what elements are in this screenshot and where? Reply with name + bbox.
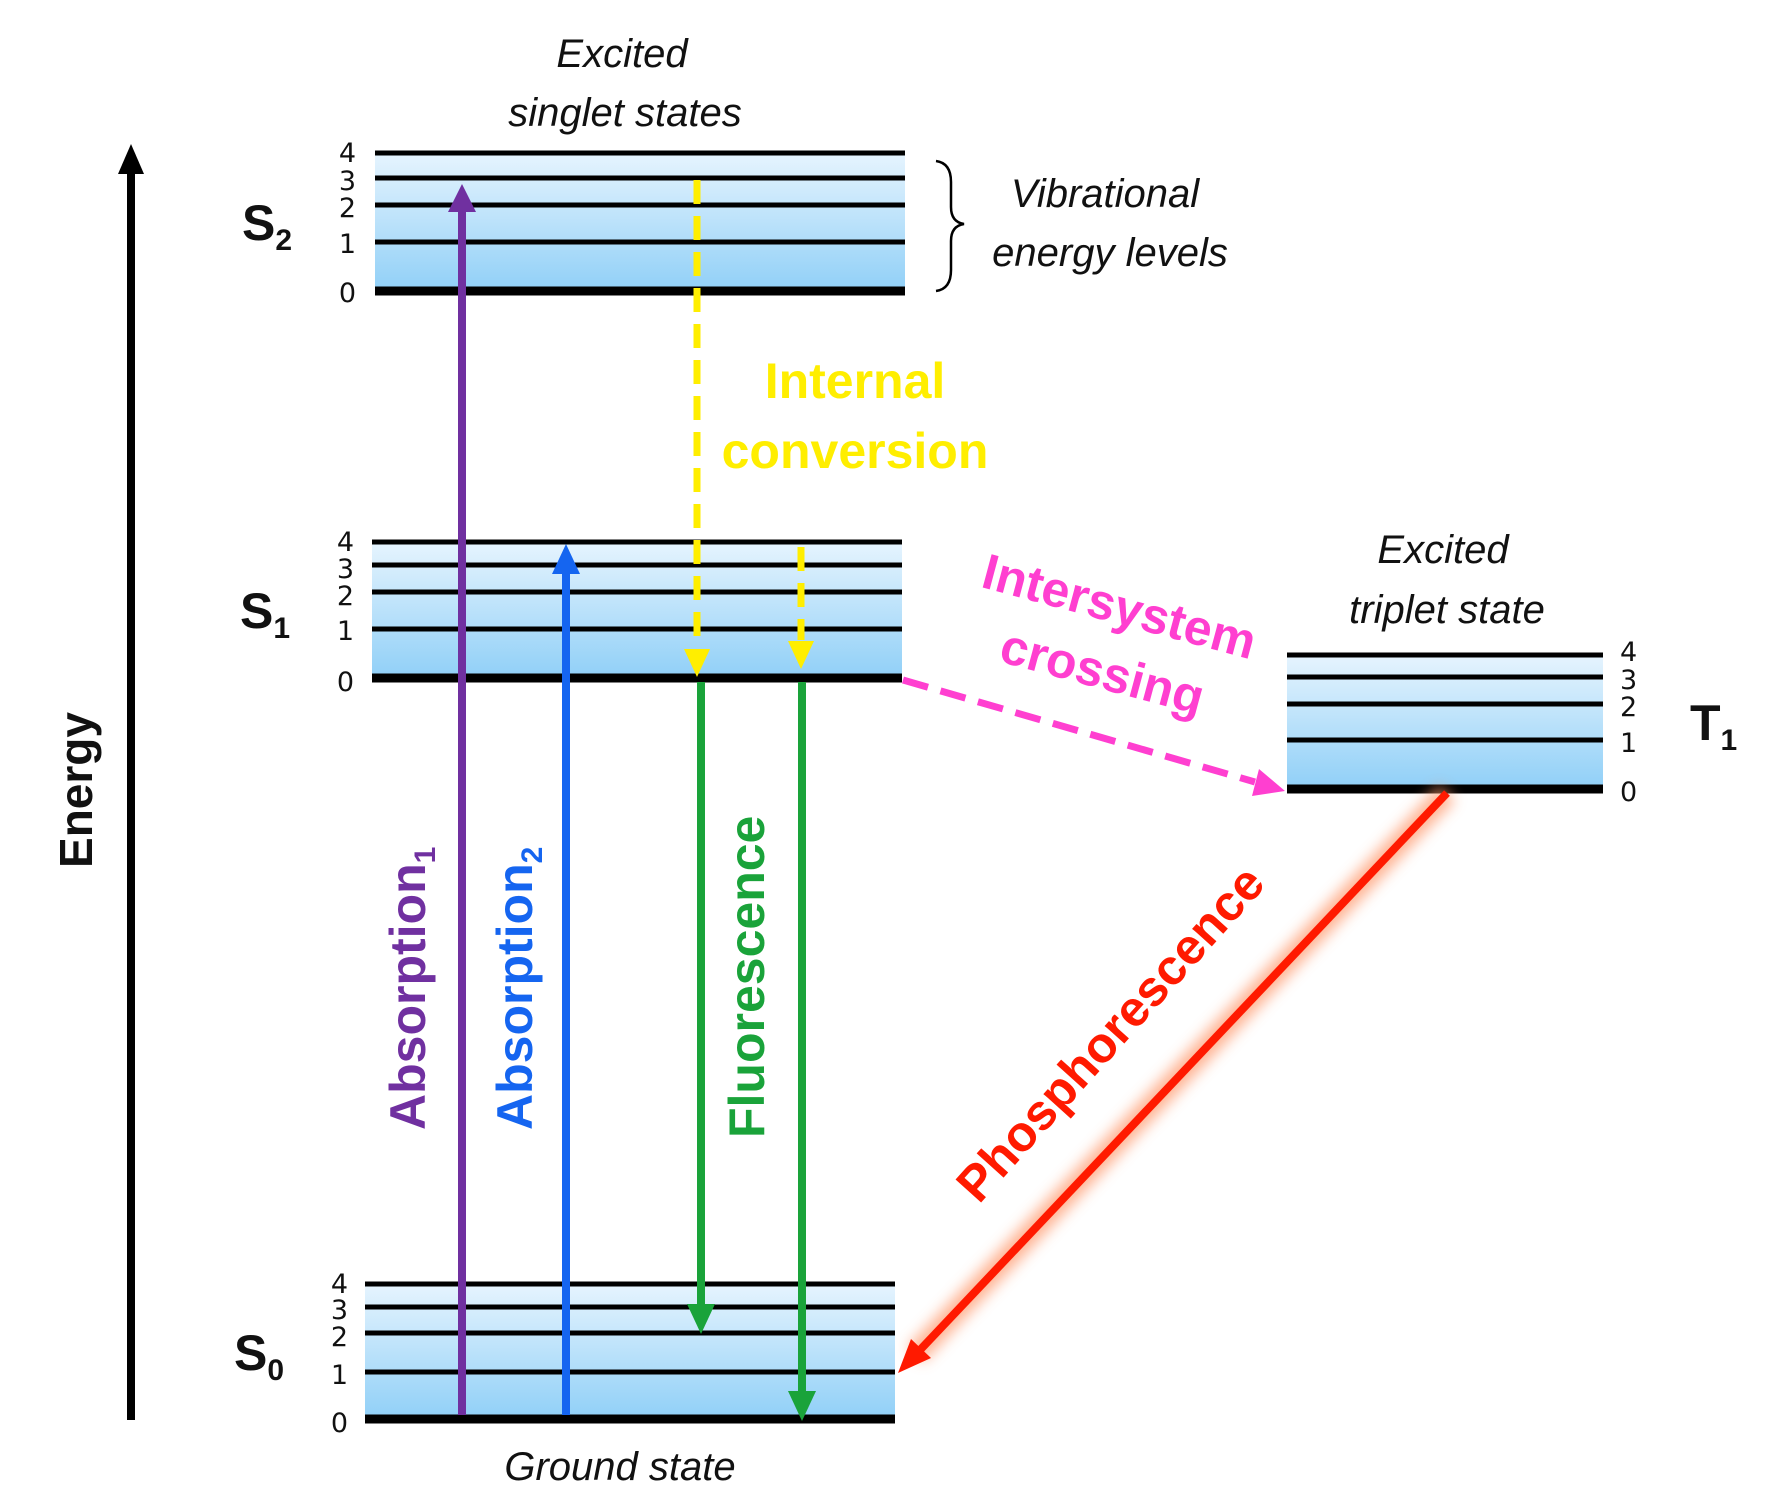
t1-level-number-4: 4 (1620, 637, 1637, 668)
absorption2-label: Absorption2 (487, 847, 549, 1130)
fluorescence-transitions: Fluorescence (687, 682, 816, 1421)
vibrational-label-line1: Vibrational (1011, 172, 1200, 216)
t1-subscript: 1 (1721, 724, 1738, 757)
energy-axis-label: Energy (50, 712, 102, 868)
s0-level-number-4: 4 (331, 1269, 348, 1300)
energy-axis: Energy (50, 144, 144, 1420)
s0-state-label: S0 (234, 1325, 284, 1387)
s0-subscript: 0 (267, 1354, 284, 1387)
s0-level-number-0: 0 (331, 1408, 348, 1439)
s1-level-number-0: 0 (337, 667, 354, 698)
absorption2-subscript: 2 (516, 847, 549, 864)
phosphorescence-transition: Phosphorescence (898, 785, 1455, 1373)
internal-conversion2-arrowhead (788, 641, 814, 669)
s2-caption-line2: singlet states (508, 91, 741, 135)
intersystem-crossing-arrowhead (1252, 769, 1285, 796)
s0-level-number-3: 3 (331, 1295, 348, 1326)
s2-subscript: 2 (275, 224, 292, 257)
t1-level-number-3: 3 (1620, 665, 1637, 696)
intersystem-crossing-line (902, 676, 1256, 786)
s1-level-number-4: 4 (337, 527, 354, 558)
s0-symbol: S (234, 1325, 267, 1381)
s0-caption: Ground state (504, 1445, 735, 1489)
s0-level-number-2: 2 (331, 1322, 348, 1353)
s1-level-number-2: 2 (337, 581, 354, 612)
s1-symbol: S (240, 583, 273, 639)
fluorescence-label: Fluorescence (719, 816, 775, 1138)
fluorescence2-arrowhead (788, 1391, 816, 1421)
s2-symbol: S (242, 195, 275, 251)
s2-band: 4 3 2 1 0 S2 (242, 138, 905, 309)
t1-level-number-2: 2 (1620, 692, 1637, 723)
absorption1-arrowhead (448, 184, 476, 212)
t1-symbol: T (1690, 695, 1721, 751)
energy-axis-arrowhead (118, 144, 144, 174)
vibrational-brace (935, 159, 965, 293)
t1-caption-line2: triplet state (1349, 588, 1545, 632)
s2-state-label: S2 (242, 195, 292, 257)
s1-state-label: S1 (240, 583, 290, 645)
vibrational-label-line2: energy levels (992, 231, 1228, 275)
s2-caption-line1: Excited (556, 32, 689, 76)
s1-level-number-1: 1 (337, 616, 354, 647)
vibrational-levels-annotation: Vibrational energy levels (935, 159, 1228, 293)
absorption1-text: Absorption (380, 863, 436, 1130)
intersystem-crossing-transition: Intersystem crossing (902, 543, 1285, 796)
s1-level-number-3: 3 (337, 554, 354, 585)
s2-level-number-2: 2 (339, 193, 356, 224)
t1-level-number-0: 0 (1620, 777, 1637, 808)
internal-conversion1-arrowhead (684, 649, 710, 677)
t1-level-number-1: 1 (1620, 728, 1637, 759)
t1-state-label: T1 (1690, 695, 1737, 757)
phosphorescence-arrowhead (898, 1339, 931, 1373)
s2-level-number-4: 4 (339, 138, 356, 169)
phosphorescence-arrow-line (917, 790, 1450, 1353)
internal-conversion-label-line2: conversion (722, 423, 989, 479)
absorption2-transition: Absorption2 (487, 544, 580, 1415)
absorption2-arrowhead (552, 544, 580, 574)
absorption2-text: Absorption (487, 863, 543, 1130)
absorption1-subscript: 1 (409, 847, 442, 864)
s2-level-number-0: 0 (339, 278, 356, 309)
internal-conversion-label-line1: Internal (765, 353, 946, 409)
absorption1-label: Absorption1 (380, 847, 442, 1130)
absorption1-transition: Absorption1 (380, 184, 476, 1415)
internal-conversion-transitions: Internal conversion (684, 180, 988, 677)
t1-caption-line1: Excited (1377, 528, 1510, 572)
s0-level-number-1: 1 (331, 1360, 348, 1391)
s2-level-number-1: 1 (339, 229, 356, 260)
s1-subscript: 1 (273, 612, 290, 645)
t1-band: 4 3 2 1 0 T1 (1287, 637, 1737, 808)
fluorescence1-arrowhead (687, 1304, 715, 1334)
s2-level-number-3: 3 (339, 166, 356, 197)
